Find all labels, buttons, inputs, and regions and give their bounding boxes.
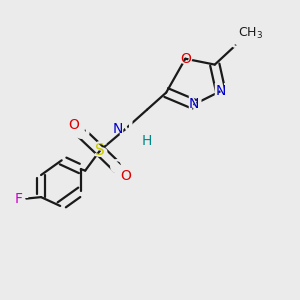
Text: O: O xyxy=(109,158,126,177)
Text: H: H xyxy=(141,134,152,148)
Text: CH3: CH3 xyxy=(228,34,266,52)
Text: O: O xyxy=(74,124,91,143)
Text: O: O xyxy=(121,169,131,183)
Text: N: N xyxy=(113,122,124,136)
Text: F: F xyxy=(16,189,29,208)
Text: O: O xyxy=(180,52,191,66)
Text: N: N xyxy=(117,120,133,139)
Text: O: O xyxy=(177,49,194,68)
Text: S: S xyxy=(92,141,108,160)
Text: F: F xyxy=(14,192,22,206)
Text: N: N xyxy=(212,82,229,100)
Text: N: N xyxy=(215,84,226,98)
Text: N: N xyxy=(189,98,200,111)
Text: CH$_3$: CH$_3$ xyxy=(238,26,263,41)
Text: O: O xyxy=(68,118,79,132)
Text: S: S xyxy=(95,143,105,158)
Text: N: N xyxy=(186,95,202,114)
